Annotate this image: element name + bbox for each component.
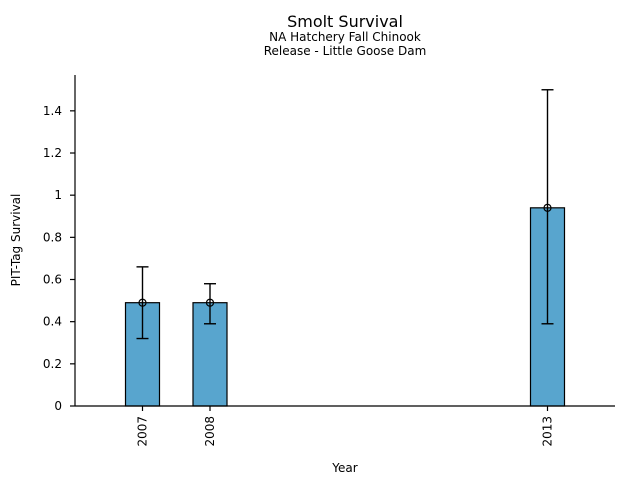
y-tick-label: 0.2 <box>43 357 62 371</box>
x-axis-label: Year <box>332 461 358 475</box>
y-tick-label: 1.4 <box>43 104 62 118</box>
x-tick-label: 2013 <box>541 416 555 447</box>
y-tick-label: 0.8 <box>43 230 62 244</box>
mean-marker <box>205 298 215 307</box>
x-tick-label: 2008 <box>203 416 217 447</box>
y-tick-label: 0.4 <box>43 315 62 329</box>
y-tick-label: 0.6 <box>43 273 62 287</box>
x-tick-label: 2007 <box>136 416 150 447</box>
y-tick-label: 0 <box>54 399 62 413</box>
bar-group-2008 <box>192 283 228 407</box>
chart-subtitle-line1: NA Hatchery Fall Chinook <box>269 30 421 44</box>
chart-subtitle-line2: Release - Little Goose Dam <box>263 44 427 58</box>
bar-group-2013 <box>529 89 566 407</box>
y-tick-label: 1.2 <box>43 146 62 160</box>
y-tick-label: 1 <box>54 188 62 202</box>
mean-marker <box>543 203 552 212</box>
bar-group-2007 <box>124 266 161 407</box>
chart-title: Smolt Survival <box>287 12 403 31</box>
mean-marker <box>138 298 147 307</box>
